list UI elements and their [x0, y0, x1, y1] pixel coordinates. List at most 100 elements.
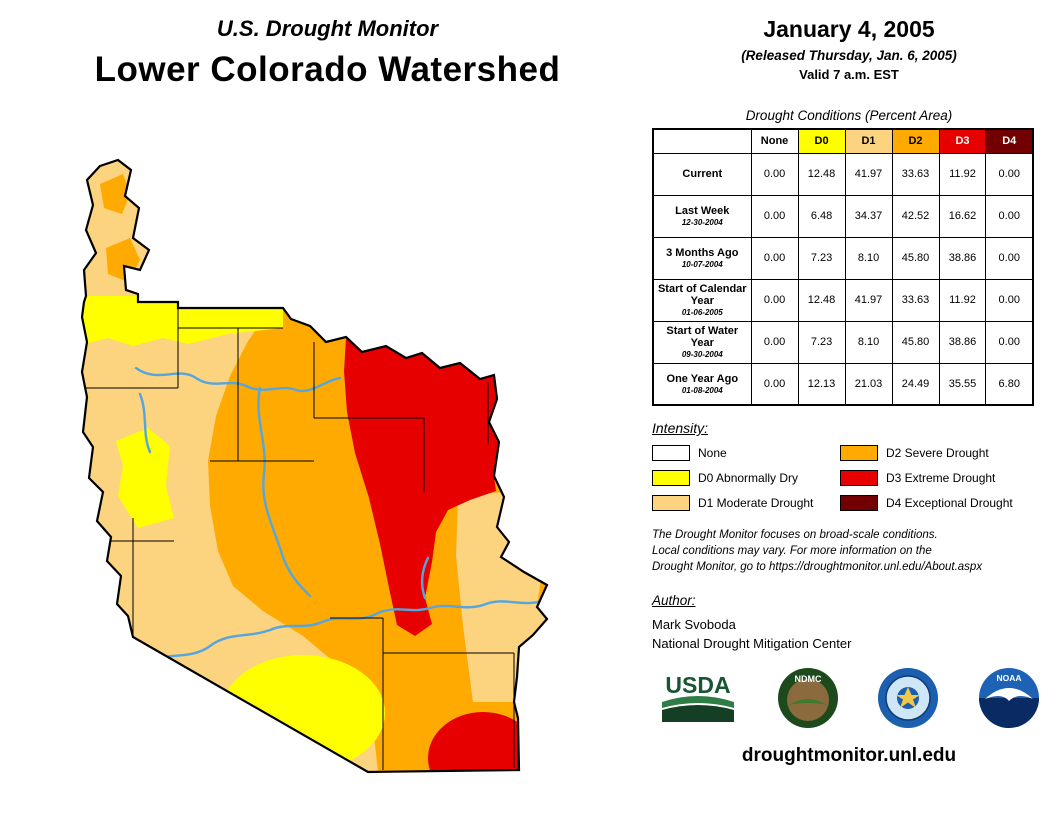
- col-header-d4: D4: [985, 128, 1034, 154]
- map-region-d0-west: [116, 428, 174, 528]
- table-cell: 0.00: [750, 152, 799, 196]
- legend-heading: Intensity:: [652, 420, 709, 436]
- table-header-row: None D0 D1 D2 D3 D4: [652, 128, 1034, 154]
- table-cell: 41.97: [844, 278, 893, 322]
- noaa-sea-icon: [978, 698, 1039, 729]
- legend-label: None: [698, 446, 727, 460]
- legend-item-d4: D4 Exceptional Drought: [840, 495, 1013, 511]
- col-header-none: None: [750, 128, 799, 154]
- row-date: 01-08-2004: [681, 385, 723, 395]
- table-cell: 8.10: [844, 236, 893, 280]
- table-cell: 33.63: [891, 278, 940, 322]
- legend-swatch-d0: [652, 470, 690, 486]
- table-cell: 0.00: [750, 278, 799, 322]
- table-cell: 42.52: [891, 194, 940, 238]
- table-cell: 0.00: [985, 320, 1034, 364]
- table-caption: Drought Conditions (Percent Area): [745, 108, 953, 123]
- intensity-legend: None D0 Abnormally Dry D1 Moderate Droug…: [652, 445, 1046, 511]
- table-cell: 7.23: [797, 236, 846, 280]
- table-cell: 0.00: [750, 320, 799, 364]
- legend-swatch-d1: [652, 495, 690, 511]
- map-region-d3-northeast: [344, 338, 499, 636]
- report-supertitle: U.S. Drought Monitor: [216, 16, 439, 41]
- noaa-gull-icon: [984, 688, 1033, 702]
- legend-label: D4 Exceptional Drought: [886, 496, 1013, 510]
- table-corner-cell: [652, 128, 752, 154]
- drought-conditions-table: None D0 D1 D2 D3 D4 Current 0.00 12.48 4…: [652, 128, 1034, 406]
- river-lines: [134, 366, 547, 660]
- drought-map: [80, 158, 549, 774]
- table-row-3-months-ago: 3 Months Ago 10-07-2004 0.00 7.23 8.10 4…: [652, 236, 1034, 280]
- table-cell: 12.48: [797, 152, 846, 196]
- noaa-wordmark: NOAA: [996, 673, 1021, 683]
- legend-item-none: None: [652, 445, 840, 461]
- map-container: [78, 156, 623, 784]
- table-cell: 41.97: [844, 152, 893, 196]
- col-header-d0: D0: [797, 128, 846, 154]
- commerce-seal-logo: [878, 668, 939, 729]
- table-cell: 35.55: [938, 362, 987, 406]
- table-cell: 0.00: [750, 362, 799, 406]
- disclaimer-line: Drought Monitor, go to https://droughtmo…: [652, 561, 983, 574]
- table-cell: 34.37: [844, 194, 893, 238]
- table-cell: 6.48: [797, 194, 846, 238]
- legend-label: D0 Abnormally Dry: [698, 471, 799, 485]
- usda-swoosh-icon: [662, 696, 734, 709]
- usda-field-icon: [662, 705, 734, 723]
- legend-item-d0: D0 Abnormally Dry: [652, 470, 840, 486]
- legend-label: D2 Severe Drought: [886, 446, 989, 460]
- table-cell: 38.86: [938, 236, 987, 280]
- author-name: Mark Svoboda: [652, 617, 736, 633]
- disclaimer-line: Local conditions may vary. For more info…: [652, 545, 932, 558]
- row-label: Current: [682, 168, 723, 180]
- legend-label: D3 Extreme Drought: [886, 471, 996, 485]
- map-region-d3-south: [428, 712, 538, 772]
- legend-swatch-d2: [840, 445, 878, 461]
- legend-label: D1 Moderate Drought: [698, 496, 814, 510]
- table-row-start-water-year: Start of Water Year 09-30-2004 0.00 7.23…: [652, 320, 1034, 364]
- released-date: (Released Thursday, Jan. 6, 2005): [741, 48, 957, 63]
- page-title: Lower Colorado Watershed: [94, 50, 561, 89]
- table-row-current: Current 0.00 12.48 41.97 33.63 11.92 0.0…: [652, 152, 1034, 196]
- row-label: 3 Months Ago: [666, 247, 739, 259]
- valid-time: Valid 7 a.m. EST: [799, 67, 899, 82]
- table-row-one-year-ago: One Year Ago 01-08-2004 0.00 12.13 21.03…: [652, 362, 1034, 406]
- agency-logos: USDA NDMC NOAA: [652, 667, 1046, 729]
- table-cell: 21.03: [844, 362, 893, 406]
- table-cell: 6.80: [985, 362, 1034, 406]
- ndmc-wordmark: NDMC: [794, 674, 821, 684]
- disclaimer-line: The Drought Monitor focuses on broad-sca…: [652, 529, 938, 541]
- row-date: 10-07-2004: [681, 260, 723, 269]
- table-cell: 12.48: [797, 278, 846, 322]
- usda-logo: USDA: [662, 672, 734, 723]
- map-region-d2-lobe-upper: [100, 174, 130, 214]
- table-row-start-calendar-year: Start of Calendar Year 01-06-2005 0.00 1…: [652, 278, 1034, 322]
- row-label: Last Week: [675, 205, 730, 217]
- row-label: One Year Ago: [666, 372, 739, 385]
- col-header-d3: D3: [938, 128, 987, 154]
- author-organization: National Drought Mitigation Center: [652, 636, 852, 652]
- row-label: Start of Calendar Year: [657, 283, 747, 307]
- legend-swatch-none: [652, 445, 690, 461]
- table-cell: 11.92: [938, 152, 987, 196]
- table-cell: 8.10: [844, 320, 893, 364]
- ndmc-landscape-icon: [788, 699, 827, 706]
- map-region-d0-south: [221, 655, 385, 771]
- legend-swatch-d3: [840, 470, 878, 486]
- row-date: 12-30-2004: [681, 218, 723, 227]
- col-header-d2: D2: [891, 128, 940, 154]
- table-cell: 12.13: [797, 362, 846, 406]
- disclaimer-text: The Drought Monitor focuses on broad-sca…: [652, 527, 1046, 575]
- table-cell: 45.80: [891, 320, 940, 364]
- map-header: U.S. Drought Monitor Lower Colorado Wate…: [0, 16, 655, 90]
- info-panel: January 4, 2005 (Released Thursday, Jan.…: [652, 16, 1046, 767]
- map-date: January 4, 2005: [763, 16, 935, 42]
- county-boundaries: [82, 302, 515, 770]
- legend-item-d1: D1 Moderate Drought: [652, 495, 840, 511]
- legend-swatch-d4: [840, 495, 878, 511]
- row-date: 01-06-2005: [681, 308, 723, 317]
- usda-wordmark: USDA: [665, 672, 730, 698]
- table-cell: 45.80: [891, 236, 940, 280]
- website-url: droughtmonitor.unl.edu: [741, 745, 957, 767]
